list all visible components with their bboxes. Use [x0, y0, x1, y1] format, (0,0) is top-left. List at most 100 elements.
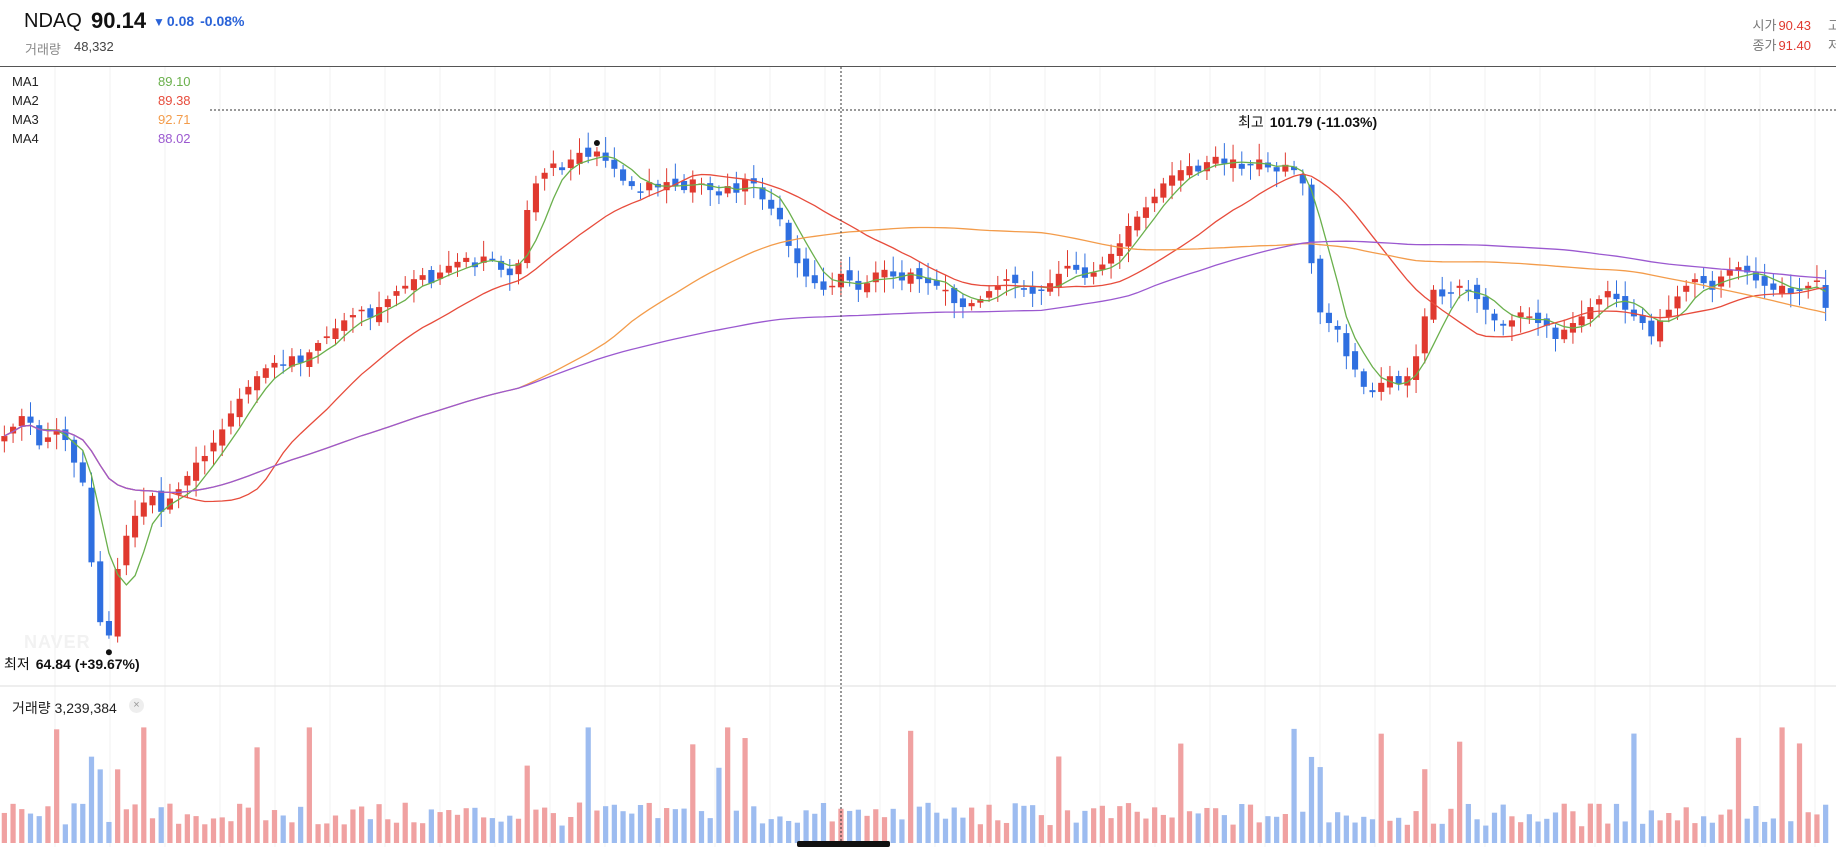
candle-body: [576, 152, 583, 164]
ma2-value: 89.38: [158, 93, 191, 108]
ma1-name: MA1: [12, 74, 39, 89]
volume-bar: [1125, 803, 1132, 843]
volume-bar: [1779, 727, 1785, 843]
price-chart[interactable]: [0, 67, 1836, 847]
volume-bar: [603, 806, 609, 843]
ma2-legend-row[interactable]: MA2 89.38: [12, 93, 202, 112]
candle-body: [1482, 296, 1489, 310]
candle-body: [271, 362, 278, 368]
volume-bar: [141, 727, 147, 843]
candle-body: [811, 275, 818, 284]
volume-bar: [62, 824, 68, 843]
volume-bar: [1526, 814, 1532, 843]
volume-bar: [481, 817, 487, 843]
volume-bar: [1709, 822, 1715, 843]
candle-body: [1508, 320, 1515, 327]
volume-bar: [280, 815, 286, 843]
candle-body: [1325, 312, 1332, 324]
volume-bar: [1692, 823, 1698, 843]
candle-body: [123, 535, 130, 566]
candle-body: [1, 436, 8, 442]
candle-body: [1683, 285, 1690, 292]
candle-body: [1378, 382, 1385, 392]
close-volume-icon[interactable]: ×: [129, 698, 144, 713]
candle-body: [1596, 299, 1603, 305]
candle-body: [672, 178, 679, 187]
volume-bar: [1718, 814, 1724, 843]
candle-body: [1081, 267, 1088, 278]
candle-body: [986, 291, 993, 298]
scrollbar-thumb[interactable]: [797, 841, 890, 847]
candle-body: [349, 315, 356, 318]
volume-bar: [1727, 809, 1733, 843]
volume-bar: [428, 809, 434, 843]
candle-body: [1151, 196, 1158, 204]
volume-bar: [1753, 806, 1759, 843]
candle-body: [933, 280, 940, 286]
volume-bar: [1535, 821, 1541, 843]
candle-body: [593, 151, 600, 157]
down-arrow-icon: ▼: [153, 15, 165, 29]
volume-bar: [629, 813, 635, 843]
volume-bar: [106, 821, 112, 843]
volume-bar: [132, 804, 138, 843]
candle-body: [105, 620, 112, 636]
volume-bar: [411, 822, 417, 843]
candle-body: [1500, 323, 1507, 326]
candle-body: [71, 439, 78, 463]
volume-bar: [123, 809, 129, 843]
ma3-legend-row[interactable]: MA3 92.71: [12, 112, 202, 131]
volume-bar: [1003, 822, 1010, 843]
candle-body: [1291, 166, 1298, 171]
candle-body: [1142, 207, 1149, 218]
volume-bar: [254, 747, 260, 843]
candle-body: [1108, 253, 1115, 264]
candle-body: [1020, 288, 1027, 290]
volume-bar: [420, 823, 426, 843]
candle-body: [1360, 371, 1367, 387]
candle-body: [114, 568, 121, 637]
ma1-legend-row[interactable]: MA1 89.10: [12, 74, 202, 93]
candle-body: [140, 502, 147, 517]
candle-body: [1064, 265, 1071, 269]
candle-body: [280, 364, 287, 366]
candle-body: [1796, 289, 1803, 292]
candle-body: [219, 429, 226, 446]
candle-body: [611, 159, 618, 169]
volume-bar: [1247, 804, 1254, 843]
candle-body: [1055, 273, 1062, 287]
candle-body: [1352, 351, 1359, 370]
volume-bar: [54, 729, 60, 843]
volume-bar: [655, 818, 661, 843]
high-annotation-label: 최고: [1238, 114, 1264, 130]
candle-body: [1230, 159, 1237, 169]
candle-body: [384, 299, 391, 308]
candle-body: [1474, 284, 1481, 300]
candle-body: [332, 328, 339, 339]
volume-bar: [1221, 815, 1227, 843]
candle-body: [1256, 159, 1263, 170]
volume-bar: [847, 810, 853, 843]
volume-bar: [10, 803, 16, 843]
ma4-legend-row[interactable]: MA4 88.02: [12, 131, 202, 150]
candle-body: [1238, 163, 1245, 169]
candle-body: [1622, 296, 1629, 310]
volume-bar: [594, 810, 600, 843]
volume-bar: [1805, 812, 1811, 843]
candle-body: [1639, 315, 1646, 324]
change-percent: -0.08%: [200, 13, 245, 29]
volume-bar: [1666, 813, 1672, 843]
volume-bar: [1509, 816, 1515, 843]
close-value: 91.40: [1778, 38, 1811, 53]
close-label: 종가: [1752, 38, 1777, 53]
volume-bar: [1430, 823, 1437, 843]
volume-bar: [664, 808, 670, 843]
candle-body: [1160, 183, 1167, 198]
volume-bar: [1317, 767, 1323, 843]
candle-body: [794, 248, 801, 264]
volume-bar: [324, 823, 330, 843]
volume-bar: [271, 810, 278, 843]
candle-body: [1813, 280, 1820, 282]
volume-bar: [768, 819, 774, 843]
volume-bar: [193, 816, 199, 843]
